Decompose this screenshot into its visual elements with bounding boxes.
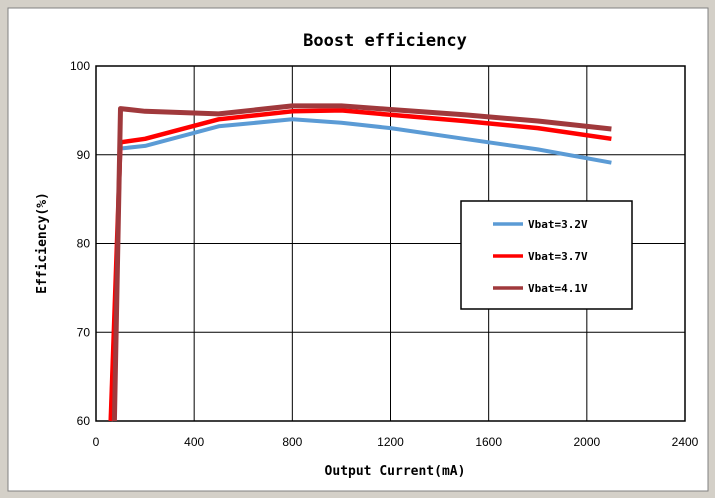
x-tick-label: 0 [93, 435, 100, 449]
y-tick-label: 60 [77, 414, 91, 428]
x-tick-label: 2400 [672, 435, 699, 449]
legend-label: Vbat=3.7V [528, 250, 588, 263]
x-tick-label: 1200 [377, 435, 404, 449]
x-tick-label: 400 [184, 435, 204, 449]
y-tick-label: 90 [77, 148, 91, 162]
chart-title: Boost efficiency [303, 31, 467, 51]
legend: Vbat=3.2V Vbat=3.7V Vbat=4.1V [460, 200, 633, 310]
series-line-1 [108, 117, 612, 422]
x-tick-label: 1600 [475, 435, 502, 449]
y-axis-label: Efficiency(%) [35, 192, 50, 294]
x-tick-label: 2000 [573, 435, 600, 449]
legend-box [460, 200, 633, 310]
legend-label: Vbat=4.1V [528, 282, 588, 295]
y-tick-label: 80 [77, 237, 91, 251]
series-line-2 [108, 108, 612, 422]
y-tick-label: 70 [77, 325, 91, 339]
x-axis-label: Output Current(mA) [325, 464, 466, 479]
legend-label: Vbat=3.2V [528, 218, 588, 231]
series-lines [108, 103, 612, 422]
series-line-3 [111, 103, 612, 422]
y-tick-labels: 60 70 80 90 100 [70, 59, 90, 428]
x-tick-label: 800 [282, 435, 302, 449]
x-tick-labels: 0 400 800 1200 1600 2000 2400 [93, 435, 699, 449]
y-tick-label: 100 [70, 59, 90, 73]
